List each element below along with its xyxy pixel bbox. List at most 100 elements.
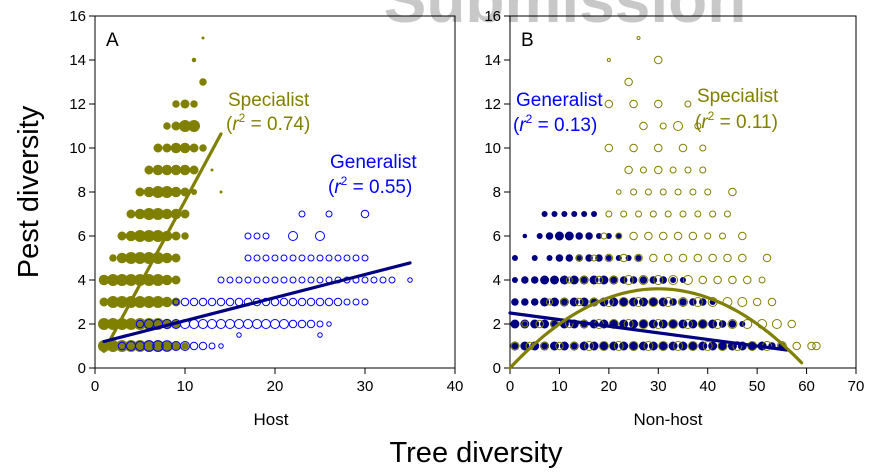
panel-b-specialist-point [728, 187, 737, 197]
panel-a-generalist-point [262, 276, 270, 284]
panel-a-specialist-point [134, 252, 146, 264]
panel-a-specialist-point [191, 189, 197, 195]
panel-b-specialist-point [618, 297, 629, 307]
panel-b-specialist-point [590, 254, 598, 262]
panel-a-generalist-point [280, 254, 288, 262]
panel-a-generalist-point [306, 297, 316, 307]
panel-a-specialist-point [134, 230, 146, 242]
panel-a-generalist-point [298, 210, 306, 218]
panel-a-xtick-label: 10 [177, 378, 194, 395]
panel-b-xtick-label: 70 [848, 378, 865, 395]
panel-a-generalist-point [316, 320, 324, 328]
panel-b-xtick-label: 60 [798, 378, 815, 395]
panel-a-generalist-point [316, 254, 324, 262]
panel-a-generalist-point [334, 254, 342, 262]
panel-a-specialist-point [116, 274, 128, 286]
panel-b-ytick-label: 10 [484, 140, 501, 157]
panel-b-specialist-point [608, 319, 619, 329]
panel-a-specialist-point [116, 252, 128, 264]
panel-a-xtick-label: 20 [267, 378, 284, 395]
panel-a-specialist-point [135, 187, 145, 197]
panel-a-specialist-point [181, 342, 189, 350]
panel-b-specialist-point [709, 210, 717, 218]
panel-a-generalist-point [253, 232, 261, 240]
panel-b-specialist-point [678, 297, 688, 307]
panel-a-specialist-point [125, 274, 137, 286]
panel-a-generalist-point [352, 298, 360, 306]
panel-b-xlabel: Non-host [634, 410, 703, 429]
panel-b-generalist-point [554, 231, 564, 241]
panel-a-generalist-point [217, 276, 225, 284]
panel-a-xtick-label: 0 [91, 378, 99, 395]
panel-b-ytick-label: 4 [493, 272, 501, 289]
panel-b-specialist-point [668, 319, 679, 329]
panel-a-generalist-point [261, 319, 271, 329]
panel-b-specialist-point [604, 143, 614, 153]
panel-b-generalist-point [635, 255, 642, 261]
panel-a-specialist-point [163, 122, 171, 130]
panel-a-generalist-point [244, 276, 252, 284]
panel-b-specialist-point [636, 36, 641, 40]
panel-b-specialist-point [723, 253, 732, 263]
panel-a-specialist-point [161, 186, 173, 198]
panel-a-specialist-point [191, 57, 197, 63]
panel-a-generalist-point [361, 254, 369, 262]
panel-b-specialist-point [644, 188, 652, 196]
panel-a-ytick-label: 0 [78, 360, 86, 377]
panel-a-specialist-point [189, 143, 199, 153]
panel-a-generalist-point [236, 332, 242, 338]
panel-a-specialist-point [199, 78, 207, 86]
panel-b-ytick-label: 12 [484, 96, 501, 113]
panel-a-generalist-point [117, 341, 127, 351]
panel-b-generalist-point [638, 319, 648, 329]
panel-a-generalist-point [235, 276, 243, 284]
panel-b-generalist-point [605, 233, 612, 239]
panel-b-specialist-point [624, 77, 633, 87]
panel-a-generalist-point [288, 231, 298, 241]
panel-b-specialist-point [560, 297, 569, 307]
panel-a-generalist-point [279, 319, 289, 329]
panel-a-specialist-point [144, 165, 154, 175]
panel-a-generalist-point [180, 341, 190, 351]
panel-b-specialist-point [689, 188, 697, 196]
panel-a-generalist-point [388, 276, 396, 284]
panel-a-generalist-point [135, 341, 145, 351]
panel-a: 0 10 20 30 40 0 2 4 6 8 10 12 14 16 A Host Specialist… [69, 8, 463, 429]
panel-a-generalist-point [270, 319, 280, 329]
panel-a-specialist-annotation: Specialist (r2 = 0.74) [226, 90, 310, 135]
panel-a-specialist-point [190, 100, 198, 108]
panel-a-generalist-point [189, 297, 199, 307]
panel-b-specialist-point [654, 143, 663, 153]
panel-b-specialist-point [673, 231, 683, 241]
panel-b-specialist-fit-line [508, 287, 804, 370]
panel-a-generalist-point [297, 319, 307, 329]
panel-b-specialist-point [704, 232, 712, 240]
panel-b-specialist-point [758, 276, 766, 284]
panel-a-generalist-point [325, 210, 333, 218]
panel-b-specialist-point [629, 99, 638, 109]
panel-b-specialist-point [668, 275, 679, 285]
panel-b-xtick-label: 20 [601, 378, 618, 395]
panel-b-generalist-point [531, 255, 538, 261]
panel-a-generalist-point [307, 254, 315, 262]
panel-a-ytick-label: 8 [78, 184, 86, 201]
panel-a-generalist-point [315, 231, 325, 241]
panel-b-generalist-point [639, 276, 648, 284]
panel-b-specialist-point [684, 100, 692, 108]
panel-b-specialist-point [644, 231, 653, 241]
panel-a-specialist-point [179, 120, 191, 132]
panel-b-specialist-point [664, 210, 672, 218]
panel-b-ytick-label: 0 [493, 360, 501, 377]
panel-a-generalist-point [407, 277, 413, 283]
panel-a-specialist-point [161, 252, 173, 264]
panel-b-generalist-point [555, 254, 564, 262]
panel-a-generalist-point [289, 254, 297, 262]
panel-b-specialist-point [579, 275, 589, 285]
panel-a-specialist-label: Specialist [228, 90, 310, 111]
panel-a-generalist-point [298, 276, 306, 284]
panel-a-generalist-point [152, 340, 164, 352]
panel-b-specialist-point [613, 341, 624, 351]
panel-b-specialist-point [762, 253, 772, 263]
panel-a-specialist-point [143, 230, 155, 242]
panel-a-specialist-point [152, 230, 164, 242]
